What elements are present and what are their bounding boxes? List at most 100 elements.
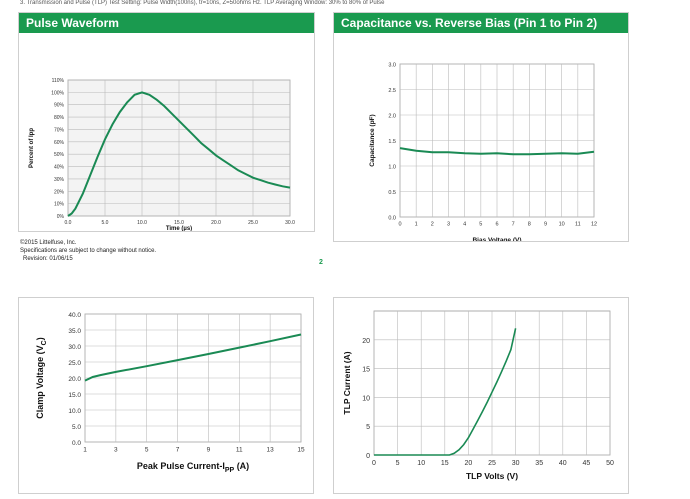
x-tick-label: 0 xyxy=(372,460,376,467)
footer-copyright: ©2015 Littelfuse, Inc. xyxy=(20,240,77,246)
x-axis-label: TLP Volts (V) xyxy=(466,471,518,481)
x-tick-label: 30.0 xyxy=(285,220,295,226)
x-tick-label: 9 xyxy=(207,447,211,454)
x-tick-label: 10 xyxy=(417,460,425,467)
pulse-waveform-chart: 0.0 5.0 10.0 15.0 20.0 25.0 30.0 0% 10% 20% 30% 40%… xyxy=(29,78,295,231)
x-tick-label: 0 xyxy=(398,222,401,228)
x-tick-label: 7 xyxy=(176,447,180,454)
pulse-waveform-panel: Pulse Waveform 0.0 5.0 10.0 15.0 20.0 25.0 30.… xyxy=(18,12,315,232)
x-tick-label: 40 xyxy=(559,460,567,467)
x-tick-label: 13 xyxy=(267,447,275,454)
y-tick-label: 30.0 xyxy=(68,344,81,351)
y-axis-label: Clamp Voltage (VC) xyxy=(35,337,48,418)
x-tick-label: 15.0 xyxy=(174,220,184,226)
x-tick-label: 11 xyxy=(236,447,243,454)
series-line xyxy=(399,147,595,156)
capacitance-chart: 0 1 2 3 4 5 6 7 8 9 10 11 120.00.51.01.52.02.53.0Bia… xyxy=(369,62,597,241)
y-tick-label: 60% xyxy=(54,140,65,146)
x-tick-label: 20.0 xyxy=(211,220,221,226)
y-tick-label: 5.0 xyxy=(72,424,81,431)
series-line xyxy=(374,328,517,456)
y-tick-label: 0.5 xyxy=(388,190,396,196)
y-tick-label: 70% xyxy=(54,127,65,133)
x-tick-label: 3 xyxy=(114,447,118,454)
x-tick-label: 30 xyxy=(512,460,520,467)
y-tick-label: 80% xyxy=(54,115,65,121)
footer: ©2015 Littelfuse, Inc. Specifications ar… xyxy=(20,239,156,263)
y-tick-label: 2.5 xyxy=(388,88,396,94)
series-line xyxy=(84,333,302,382)
y-tick-label: 0.0 xyxy=(72,440,81,447)
y-tick-label: 15.0 xyxy=(68,392,81,399)
clamp-voltage-chart: 1 3 5 7 9 11 13 150.05.010.015.020.025.030.035.… xyxy=(35,312,305,474)
y-tick-label: 100% xyxy=(51,90,64,96)
x-tick-label: 1 xyxy=(83,447,87,454)
x-axis-label: Bias Voltage (V) xyxy=(472,237,521,241)
x-tick-label: 8 xyxy=(528,222,531,228)
truncated-header-text: 3. Transmission and Pulse (TLP) Test Set… xyxy=(20,0,385,6)
y-tick-label: 0.0 xyxy=(388,215,396,221)
x-tick-label: 3 xyxy=(447,222,450,228)
tlp-panel: 0 5 10 15 20 25 30 35 40 45 50 0 5 10 15 20 TLP Volts (V… xyxy=(333,297,629,494)
y-tick-label: 15 xyxy=(362,367,370,374)
x-axis-label: Time (µs) xyxy=(166,226,192,231)
x-tick-label: 50 xyxy=(606,460,614,467)
y-tick-label: 110% xyxy=(52,78,65,84)
x-axis-label: Peak Pulse Current-IPP (A) xyxy=(137,461,249,474)
y-tick-label: 1.0 xyxy=(388,164,396,170)
capacitance-panel: Capacitance vs. Reverse Bias (Pin 1 to P… xyxy=(333,12,629,242)
y-tick-label: 20 xyxy=(362,338,370,345)
y-tick-label: 10.0 xyxy=(68,408,81,415)
pulse-waveform-title: Pulse Waveform xyxy=(19,13,314,33)
clamp-voltage-panel: 1 3 5 7 9 11 13 15 0.0 5.0 10.0 15.0 20.0 25.0 30.0 35.… xyxy=(18,297,314,494)
x-tick-label: 35 xyxy=(535,460,543,467)
y-tick-label: 2.0 xyxy=(388,113,396,119)
y-tick-label: 20.0 xyxy=(68,376,81,383)
x-tick-label: 45 xyxy=(583,460,591,467)
y-tick-label: 50% xyxy=(54,152,65,158)
x-tick-label: 5 xyxy=(479,222,482,228)
y-tick-label: 20% xyxy=(54,189,65,195)
x-tick-label: 4 xyxy=(463,222,466,228)
footer-revision: Revision: 01/06/15 xyxy=(23,256,73,262)
series-line xyxy=(67,91,291,217)
y-axis-label: Percent of Ipp xyxy=(29,128,35,168)
y-tick-label: 0 xyxy=(366,453,370,460)
y-tick-label: 3.0 xyxy=(388,62,396,68)
x-tick-label: 25.0 xyxy=(248,220,258,226)
footer-notice: Specifications are subject to change wit… xyxy=(20,248,157,254)
y-tick-label: 5 xyxy=(366,424,370,431)
x-tick-label: 20 xyxy=(465,460,473,467)
y-tick-label: 10 xyxy=(362,395,370,402)
y-tick-label: 35.0 xyxy=(68,328,81,335)
page-number: 2 xyxy=(319,259,323,266)
x-tick-label: 12 xyxy=(591,222,597,228)
x-tick-label: 15 xyxy=(441,460,449,467)
y-tick-label: 1.5 xyxy=(388,139,396,145)
y-tick-label: 90% xyxy=(54,103,65,109)
y-tick-label: 40.0 xyxy=(68,312,81,319)
x-tick-label: 5.0 xyxy=(102,220,109,226)
x-tick-label: 11 xyxy=(575,222,581,228)
x-tick-label: 5 xyxy=(396,460,400,467)
y-tick-label: 0% xyxy=(57,214,65,220)
x-tick-label: 15 xyxy=(297,447,305,454)
x-tick-label: 7 xyxy=(512,222,515,228)
x-tick-label: 5 xyxy=(145,447,149,454)
tlp-chart: 0 5 10 15 20 25 30 35 40 45 50 0 5 10 15 20 TLP Volts (V… xyxy=(342,310,614,481)
y-axis-label: Capacitance (pF) xyxy=(369,114,376,166)
x-tick-label: 25 xyxy=(488,460,496,467)
y-tick-label: 40% xyxy=(54,165,65,171)
x-tick-label: 1 xyxy=(415,222,418,228)
capacitance-title: Capacitance vs. Reverse Bias (Pin 1 to P… xyxy=(334,13,628,33)
y-tick-label: 10% xyxy=(54,202,65,208)
y-tick-label: 30% xyxy=(54,177,65,183)
x-tick-label: 0.0 xyxy=(65,220,72,226)
x-tick-label: 6 xyxy=(495,222,498,228)
x-tick-label: 10 xyxy=(559,222,565,228)
y-axis-label: TLP Current (A) xyxy=(342,351,352,414)
x-tick-label: 10.0 xyxy=(137,220,147,226)
x-tick-label: 9 xyxy=(544,222,547,228)
x-tick-label: 2 xyxy=(431,222,434,228)
y-tick-label: 25.0 xyxy=(68,360,81,367)
